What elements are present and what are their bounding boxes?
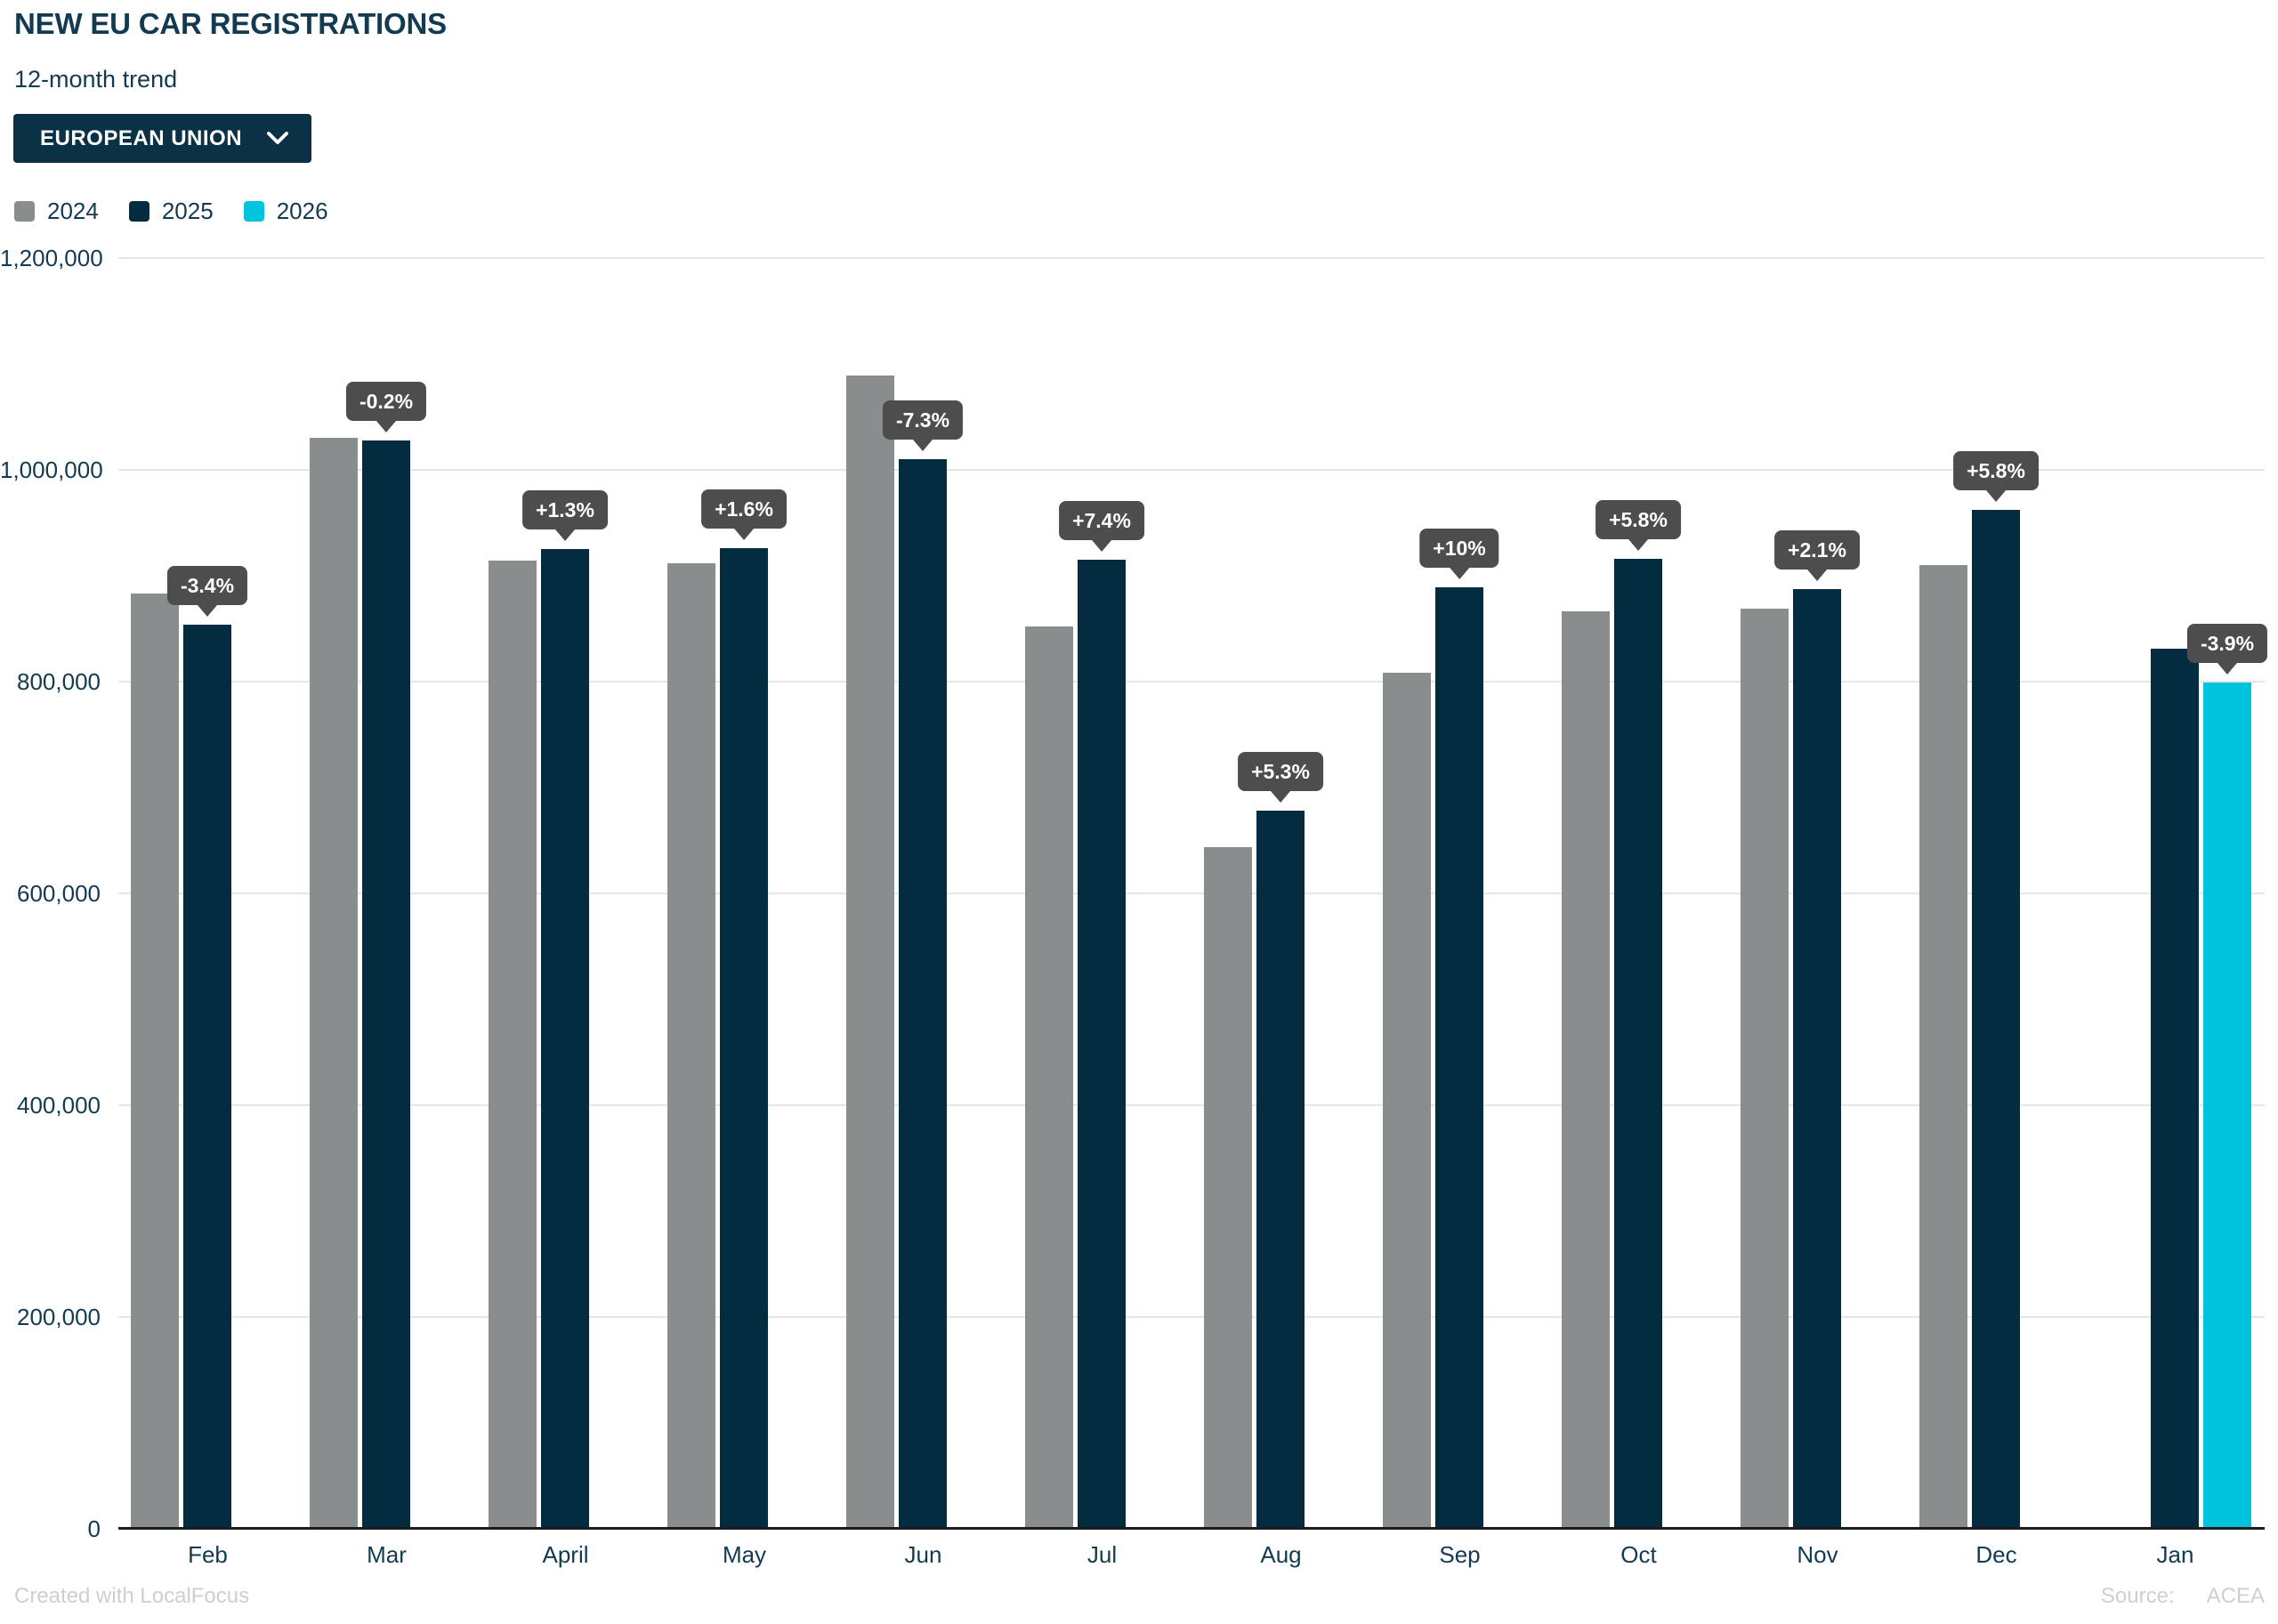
- chart-subtitle: 12-month trend: [14, 66, 178, 93]
- legend-item-2024: 2024: [14, 198, 99, 225]
- bar-2025-sep[interactable]: [1435, 587, 1483, 1529]
- plot-area: -3.4% Feb -0.2% Mar +1.3% April +1.6% May -7.3% J…: [118, 257, 2268, 1568]
- bar-2024-aug[interactable]: [1204, 846, 1252, 1529]
- x-axis-label-jan: Jan: [2156, 1541, 2194, 1568]
- change-tooltip-april: +1.3%: [522, 490, 608, 530]
- x-axis-label-may: May: [722, 1541, 767, 1568]
- x-axis-label-nov: Nov: [1797, 1541, 1838, 1568]
- bar-2025-jan[interactable]: [2151, 649, 2199, 1529]
- chevron-down-icon: [267, 132, 289, 145]
- legend: 2024 2025 2026: [14, 198, 359, 225]
- bar-group-nov: +2.1% Nov: [1728, 258, 1907, 1568]
- credit-text: Created with LocalFocus: [14, 1584, 250, 1608]
- bar-2024-may[interactable]: [667, 562, 715, 1529]
- bar-2025-jul[interactable]: [1078, 560, 1126, 1529]
- x-axis-label-mar: Mar: [367, 1541, 407, 1568]
- bar-group-dec: +5.8% Dec: [1907, 258, 2086, 1568]
- y-axis-label: 200,000: [17, 1304, 101, 1330]
- legend-swatch-2024-icon: [14, 201, 35, 222]
- x-axis-label-aug: Aug: [1260, 1541, 1302, 1568]
- legend-label-2025: 2025: [161, 198, 214, 224]
- bar-group-jun: -7.3% Jun: [834, 258, 1013, 1568]
- legend-item-2025: 2025: [128, 198, 214, 225]
- gridline: [118, 1104, 2265, 1106]
- change-tooltip-may: +1.6%: [701, 489, 787, 529]
- bar-2025-mar[interactable]: [362, 440, 410, 1529]
- x-axis-label-feb: Feb: [188, 1541, 228, 1568]
- bar-2025-nov[interactable]: [1793, 589, 1841, 1529]
- change-tooltip-oct: +5.8%: [1595, 499, 1681, 539]
- change-tooltip-nov: +2.1%: [1774, 530, 1860, 570]
- bar-2026-jan[interactable]: [2203, 683, 2251, 1529]
- gridline: [118, 469, 2265, 471]
- change-tooltip-jan: -3.9%: [2186, 624, 2268, 664]
- change-tooltip-dec: +5.8%: [1953, 451, 2039, 491]
- bar-2025-may[interactable]: [720, 548, 768, 1529]
- y-axis-label: 1,000,000: [0, 456, 103, 483]
- source-value: ACEA: [2206, 1584, 2265, 1608]
- x-axis-label-oct: Oct: [1620, 1541, 1657, 1568]
- y-axis-label: 800,000: [17, 668, 101, 695]
- bar-2024-jul[interactable]: [1025, 626, 1073, 1529]
- bar-2025-dec[interactable]: [1972, 510, 2020, 1529]
- change-tooltip-aug: +5.3%: [1238, 752, 1323, 792]
- bar-group-oct: +5.8% Oct: [1549, 258, 1728, 1568]
- gridline: [118, 681, 2265, 683]
- bar-2024-jun[interactable]: [846, 376, 894, 1529]
- y-axis-label: 400,000: [17, 1092, 101, 1119]
- change-tooltip-jul: +7.4%: [1059, 501, 1144, 541]
- x-axis-label-jun: Jun: [904, 1541, 942, 1568]
- region-dropdown[interactable]: EUROPEAN UNION: [13, 114, 312, 163]
- bar-2024-mar[interactable]: [310, 438, 358, 1529]
- bar-group-aug: +5.3% Aug: [1192, 258, 1370, 1568]
- bar-2024-oct[interactable]: [1562, 611, 1610, 1529]
- gridline: [118, 893, 2265, 894]
- legend-item-2026: 2026: [243, 198, 328, 225]
- bar-2024-april[interactable]: [489, 561, 537, 1529]
- change-tooltip-mar: -0.2%: [345, 381, 427, 421]
- bar-group-jul: +7.4% Jul: [1013, 258, 1192, 1568]
- bar-2025-feb[interactable]: [183, 624, 231, 1529]
- legend-label-2026: 2026: [276, 198, 328, 224]
- gridline: [118, 257, 2265, 259]
- y-axis-label: 1,200,000: [0, 245, 103, 271]
- page-title: NEW EU CAR REGISTRATIONS: [14, 7, 447, 40]
- bar-2024-sep[interactable]: [1383, 673, 1431, 1529]
- y-axis: 1,200,000 1,000,000 800,000 600,000 400,000 2…: [0, 245, 103, 1542]
- x-axis-label-sep: Sep: [1439, 1541, 1481, 1568]
- legend-swatch-2025-icon: [128, 201, 149, 222]
- x-axis-label-dec: Dec: [1975, 1541, 2017, 1568]
- region-dropdown-label: EUROPEAN UNION: [40, 125, 243, 150]
- bar-2024-nov[interactable]: [1741, 608, 1789, 1529]
- bar-group-sep: +10% Sep: [1370, 258, 1549, 1568]
- change-tooltip-jun: -7.3%: [882, 400, 964, 440]
- bar-group-mar: -0.2% Mar: [297, 258, 476, 1568]
- bar-2025-jun[interactable]: [899, 459, 947, 1529]
- bar-group-may: +1.6% May: [655, 258, 834, 1568]
- y-axis-label: 600,000: [17, 880, 101, 907]
- bar-2025-aug[interactable]: [1256, 811, 1305, 1529]
- bar-2024-dec[interactable]: [1919, 565, 1967, 1529]
- legend-label-2024: 2024: [47, 198, 99, 224]
- bar-2024-feb[interactable]: [131, 594, 179, 1529]
- x-axis-line: [118, 1527, 2265, 1530]
- legend-swatch-2026-icon: [243, 201, 264, 222]
- bar-group-april: +1.3% April: [476, 258, 655, 1568]
- y-axis-label: 0: [87, 1515, 101, 1542]
- source-text: Source: ACEA: [2101, 1584, 2265, 1609]
- bar-2025-april[interactable]: [541, 549, 589, 1529]
- x-axis-label-jul: Jul: [1086, 1541, 1118, 1568]
- x-axis-label-april: April: [542, 1541, 589, 1568]
- change-tooltip-feb: -3.4%: [166, 565, 248, 605]
- bar-group-feb: -3.4% Feb: [118, 258, 297, 1568]
- source-label: Source:: [2100, 1584, 2175, 1608]
- change-tooltip-sep: +10%: [1419, 529, 1499, 569]
- bar-group-jan: -3.9% Jan: [2086, 258, 2268, 1568]
- gridline: [118, 1316, 2265, 1318]
- bar-2025-oct[interactable]: [1614, 558, 1662, 1529]
